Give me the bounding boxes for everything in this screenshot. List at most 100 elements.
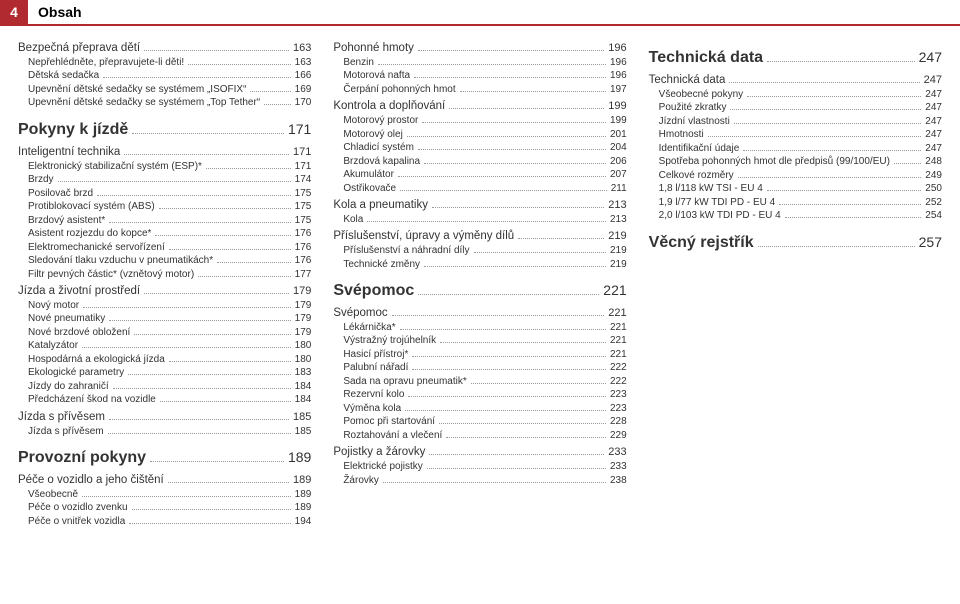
toc-entry: Výměna kola223 [333,403,626,416]
toc-entry: Sada na opravu pneumatik*222 [333,376,626,389]
leader-dots [408,396,606,397]
leader-dots [439,423,606,424]
toc-entry-label: Pomoc při startování [343,416,435,429]
toc-entry-page: 189 [293,474,311,488]
toc-entry-label: Elektronický stabilizační systém (ESP)* [28,161,202,174]
toc-entry: Svépomoc221 [333,281,626,301]
leader-dots [108,433,291,434]
leader-dots [418,50,604,51]
toc-entry-label: Sledování tlaku vzduchu v pneumatikách* [28,255,213,268]
leader-dots [708,136,922,137]
leader-dots [785,217,922,218]
toc-entry: Spotřeba pohonných hmot dle předpisů (99… [649,156,942,169]
toc-entry-page: 189 [295,502,312,515]
leader-dots [160,401,291,402]
toc-entry: Jízdní vlastnosti 247 [649,116,942,129]
toc-entry-label: Jízdní vlastnosti [659,116,730,129]
leader-dots [738,177,922,178]
leader-dots [217,262,291,263]
toc-entry: Ostřikovače211 [333,183,626,196]
toc-entry-label: Palubní nářadí [343,362,408,375]
toc-entry-page: 254 [925,210,942,223]
toc-entry-page: 183 [295,367,312,380]
toc-entry-page: 247 [925,143,942,156]
leader-dots [367,221,606,222]
leader-dots [144,293,289,294]
toc-entry: Motorový olej201 [333,129,626,142]
toc-entry-page: 185 [295,426,312,439]
leader-dots [767,61,915,62]
toc-entry: Věcný rejstřík257 [649,233,942,253]
toc-entry: Ekologické parametry183 [18,367,311,380]
toc-entry-page: 171 [295,161,312,174]
toc-entry: Katalyzátor180 [18,340,311,353]
leader-dots [460,91,606,92]
toc-entry: Hospodárná a ekologická jízda180 [18,354,311,367]
toc-entry: Celkové rozměry249 [649,170,942,183]
toc-entry-page: 222 [610,362,627,375]
toc-entry-label: Brzdový asistent* [28,215,105,228]
leader-dots [128,374,290,375]
leader-dots [758,246,915,247]
leader-dots [103,77,290,78]
leader-dots [400,190,607,191]
toc-entry: Rezervní kolo223 [333,389,626,402]
toc-columns: Bezpečná přeprava dětí163Nepřehlédněte, … [0,26,960,529]
leader-dots [206,168,291,169]
toc-entry-label: Příslušenství a náhradní díly [343,245,469,258]
toc-entry: Brzdový asistent*175 [18,215,311,228]
toc-column-3: Technická data247Technická data247Všeobe… [649,38,942,529]
toc-entry-page: 169 [295,84,312,97]
toc-entry-page: 197 [610,84,627,97]
toc-entry-page: 247 [925,116,942,129]
toc-column-2: Pohonné hmoty196Benzin196Motorová nafta1… [333,38,626,529]
toc-entry-label: Lékárnička* [343,322,395,335]
toc-entry: Motorová nafta196 [333,70,626,83]
toc-entry-label: Provozní pokyny [18,448,146,468]
toc-entry: Roztahování a vlečení229 [333,430,626,443]
toc-entry-label: Rezervní kolo [343,389,404,402]
toc-entry: Chladicí systém204 [333,142,626,155]
toc-entry-page: 196 [610,57,627,70]
toc-entry-page: 233 [608,446,626,460]
leader-dots [427,468,606,469]
toc-entry-page: 189 [295,489,312,502]
toc-entry: Kola a pneumatiky213 [333,198,626,213]
toc-entry-label: Katalyzátor [28,340,78,353]
toc-entry: Žárovky238 [333,475,626,488]
toc-entry-page: 179 [295,300,312,313]
leader-dots [392,315,605,316]
toc-entry-label: Péče o vnitřek vozidla [28,516,125,529]
leader-dots [424,163,606,164]
toc-entry: Příslušenství a náhradní díly219 [333,245,626,258]
toc-entry-label: Identifikační údaje [659,143,740,156]
leader-dots [378,64,606,65]
toc-entry-page: 238 [610,475,627,488]
leader-dots [422,122,606,123]
toc-entry-label: Upevnění dětské sedačky se systémem „ISO… [28,84,246,97]
leader-dots [779,204,921,205]
toc-entry: Elektronický stabilizační systém (ESP)* 1… [18,161,311,174]
toc-entry-page: 196 [610,70,627,83]
toc-entry-label: Technické změny [343,259,420,272]
leader-dots [418,149,606,150]
toc-entry-page: 219 [610,259,627,272]
toc-entry-label: Pokyny k jízdě [18,120,128,140]
toc-entry: Jízdy do zahraničí184 [18,381,311,394]
leader-dots [446,437,606,438]
toc-entry: Pomoc při startování228 [333,416,626,429]
page-header: 4 Obsah [0,0,960,26]
toc-entry-page: 184 [295,381,312,394]
toc-entry-label: 1,8 l/118 kW TSI - EU 4 [659,183,763,196]
toc-entry-label: Věcný rejstřík [649,233,754,253]
leader-dots [168,482,289,483]
toc-entry-label: Jízda s přívěsem [18,410,105,424]
toc-entry: Péče o vnitřek vozidla194 [18,516,311,529]
toc-entry-label: Všeobecné pokyny [659,89,744,102]
toc-entry: Elektromechanické servořízení176 [18,242,311,255]
leader-dots [432,207,604,208]
leader-dots [474,252,606,253]
toc-entry-label: Jízda s přívěsem [28,426,104,439]
leader-dots [471,383,606,384]
leader-dots [109,222,290,223]
